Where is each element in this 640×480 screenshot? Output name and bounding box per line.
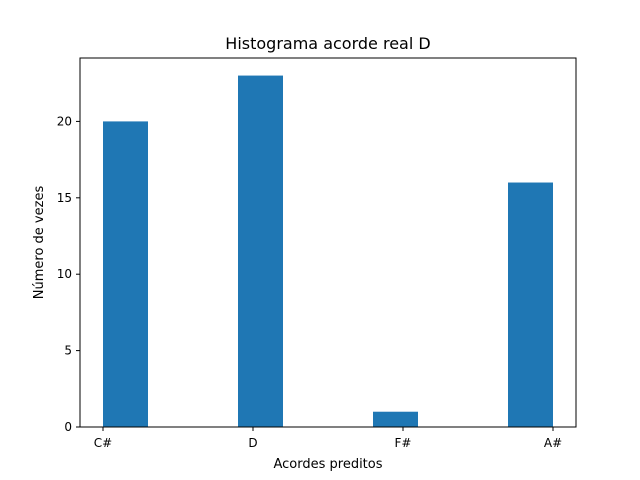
y-tick-label: 0 [64,420,72,434]
bar-d [238,75,283,428]
y-axis-label: Número de vezes [32,186,47,300]
plot-frame [79,57,577,428]
bar-c-sharp [103,121,148,427]
x-axis-ticks: C# D F# A# [94,427,562,450]
y-tick-label: 15 [57,191,72,205]
bar-f-sharp [373,411,418,427]
x-tick-label: F# [395,436,412,450]
y-axis-ticks: 0 5 10 15 20 [57,114,80,434]
x-tick-label: A# [544,436,562,450]
bar-a-sharp [508,182,553,427]
x-axis-label: Acordes preditos [273,457,382,472]
y-tick-label: 5 [64,344,72,358]
x-tick-label: D [248,436,257,450]
y-tick-label: 10 [57,267,72,281]
y-tick-label: 20 [57,114,72,128]
chart-title: Histograma acorde real D [225,34,430,53]
plot-background [80,58,576,427]
x-tick-label: C# [94,436,112,450]
bars-group [103,75,553,428]
